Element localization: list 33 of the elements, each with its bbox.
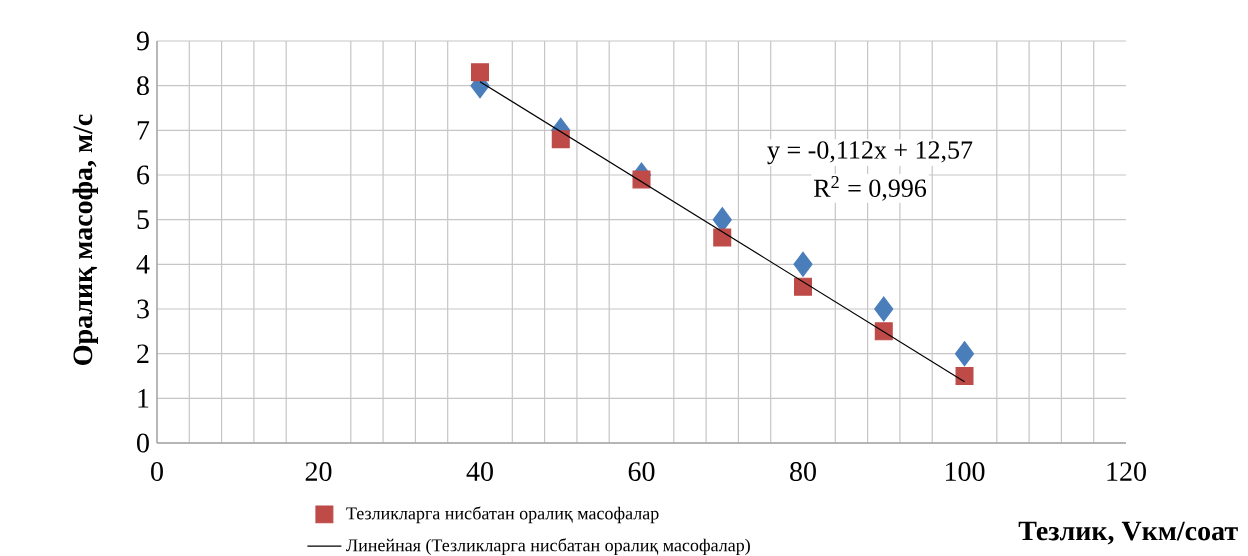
x-axis-title: Тезлик, Vкм/соат — [1018, 521, 1238, 545]
point — [713, 228, 732, 247]
annotation: y = -0,112x + 12,57 — [767, 141, 973, 165]
legend-label: Линейная (Тезликларга нисбатан оралиқ масофалар) — [346, 538, 750, 556]
point — [794, 277, 813, 296]
y-tick-label: 3 — [137, 299, 149, 319]
x-tick-label: 40 — [466, 462, 493, 481]
point — [793, 251, 813, 277]
legend-label: Тезликларга нисбатан оралиқ масофалар — [346, 506, 659, 524]
y-tick-label: 6 — [137, 165, 150, 185]
y-axis-title: Оралиқ масофа, м/с — [72, 114, 98, 365]
x-tick-label: 80 — [790, 462, 816, 481]
y-tick-label: 4 — [136, 255, 150, 274]
point — [954, 341, 975, 367]
y-tick-label: 8 — [137, 76, 149, 96]
point — [632, 170, 651, 189]
point — [551, 130, 570, 149]
y-tick-label: 9 — [136, 31, 149, 51]
point — [874, 296, 894, 322]
point — [955, 367, 974, 385]
annotation: R$^{2}$ = 0,996 — [813, 176, 927, 201]
point — [874, 322, 893, 341]
point — [471, 63, 490, 82]
y-tick-label: 1 — [138, 389, 149, 408]
x-tick-label: 0 — [151, 462, 163, 481]
x-tick-label: 120 — [1107, 462, 1146, 481]
x-tick-label: 20 — [305, 462, 332, 481]
y-tick-label: 7 — [137, 121, 150, 140]
y-tick-label: 0 — [137, 433, 149, 453]
x-tick-label: 100 — [945, 462, 985, 481]
y-tick-label: 5 — [137, 210, 149, 229]
x-tick-label: 60 — [628, 462, 655, 481]
y-tick-label: 2 — [137, 344, 149, 363]
